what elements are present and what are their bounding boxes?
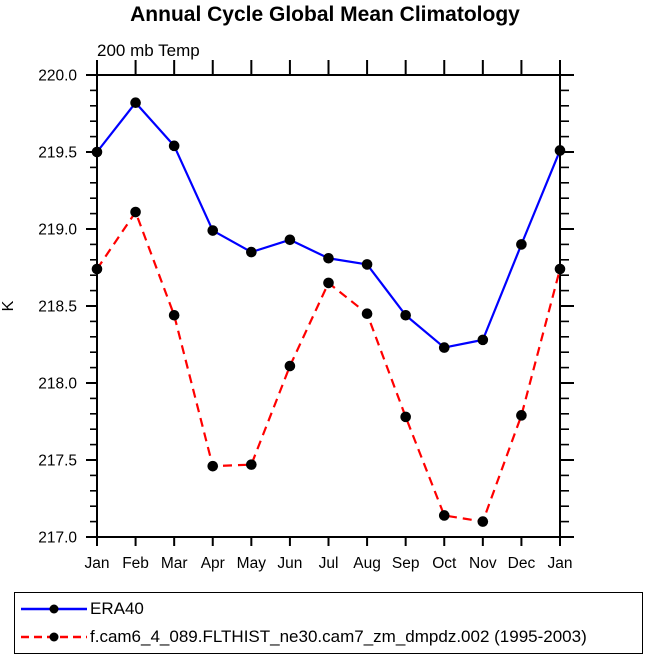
data-point [516,239,527,250]
data-point [477,516,489,527]
plot-area: Jan Feb Mar Apr May Jun Jul Aug Sep Oct Nov Dec Jan 2… [0,60,574,572]
y-tick-label: 217.0 [38,530,77,547]
data-point [361,308,373,320]
x-tick-label: May [237,555,267,572]
data-point [168,309,180,321]
data-point [400,411,411,423]
x-tick-label: Oct [432,555,457,572]
data-point [554,263,566,275]
data-point [168,140,180,152]
x-tick-label: Sep [392,555,420,572]
data-point [207,225,219,236]
plot-line-era40 [96,101,562,349]
y-tick-label: 219.0 [38,222,77,239]
plot-frame [96,74,561,538]
data-point [438,510,450,521]
y-tick-label: 218.0 [38,376,77,393]
x-axis: Jan Feb Mar Apr May Jun Jul Aug Sep Oct Nov Dec Jan [85,60,573,572]
legend-box: ERA40 f.cam6_4_089.FLTHIST_ne30.cam7_zm_… [14,592,643,654]
data-point [91,146,103,158]
x-tick-label: Feb [122,555,149,572]
data-point [554,145,566,156]
y-axis: 217.0 217.5 218.0 218.5 219.0 219.5 220.0 [38,68,574,547]
legend-marker-dot [49,604,59,614]
legend-marker-dot [49,632,59,642]
data-point [323,277,334,289]
y-axis-title: K [0,300,17,311]
legend-item-era40: ERA40 [20,598,642,620]
data-point [284,360,296,372]
data-point [130,206,141,218]
x-tick-label: Jan [548,555,573,572]
legend-sample-era40 [21,604,87,614]
legend-label-model: f.cam6_4_089.FLTHIST_ne30.cam7_zm_dmpdz.… [90,626,587,646]
x-tick-label: Jan [85,555,110,572]
x-tick-label: Jul [319,555,339,572]
data-point [91,263,103,275]
data-point [207,460,219,472]
data-point [246,459,257,470]
data-point [284,234,296,246]
markers-model [91,206,566,527]
x-tick-label: Nov [469,555,497,572]
y-tick-label: 218.5 [38,299,77,316]
y-tick-label: 219.5 [38,145,77,162]
data-point [323,252,334,264]
markers-era40 [91,97,566,353]
x-tick-label: Apr [201,555,225,572]
data-point [246,246,257,258]
data-point [477,334,489,346]
x-tick-label: Mar [161,555,188,572]
y-tick-label: 217.5 [38,453,77,470]
data-point [130,97,141,109]
data-point [400,309,411,321]
chart-title: Annual Cycle Global Mean Climatology [130,3,520,26]
data-point [438,342,450,353]
data-point [516,410,527,421]
x-tick-label: Dec [508,555,536,572]
legend-sample-model [21,632,87,642]
legend-item-model: f.cam6_4_089.FLTHIST_ne30.cam7_zm_dmpdz.… [20,626,642,648]
y-tick-label: 220.0 [38,68,77,85]
chart-subtitle: 200 mb Temp [97,41,200,60]
legend-label-era40: ERA40 [90,599,144,619]
x-tick-label: Jun [277,555,302,572]
data-point [361,259,373,270]
x-tick-label: Aug [353,555,381,572]
